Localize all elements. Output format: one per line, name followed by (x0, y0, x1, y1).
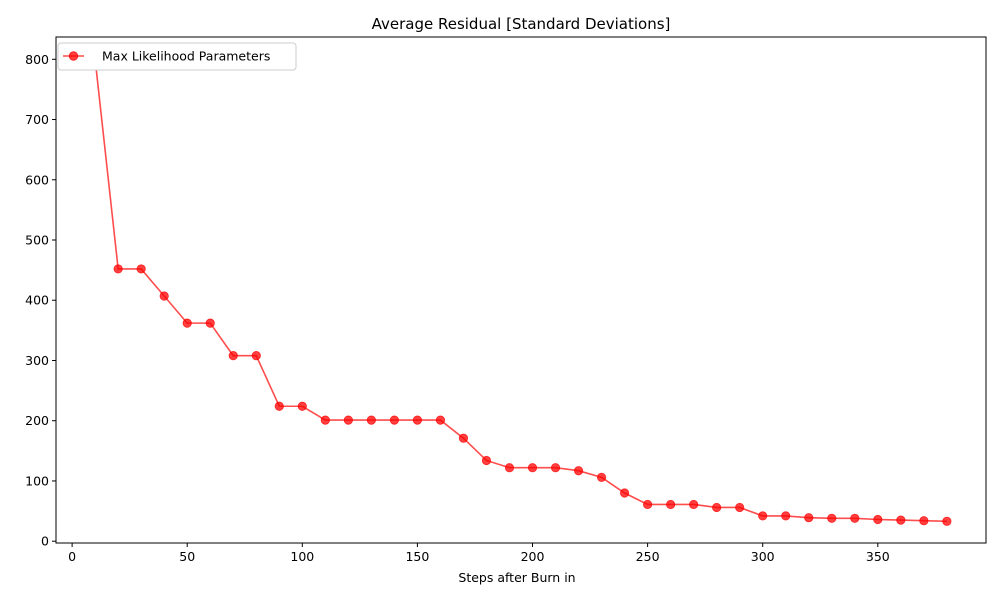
data-point (458, 433, 469, 443)
data-point (251, 351, 261, 361)
data-point (435, 415, 446, 425)
data-point (873, 514, 883, 525)
data-point (366, 415, 376, 425)
data-point (896, 515, 906, 525)
legend-box (57, 42, 297, 71)
data-point (504, 463, 515, 473)
data-point (666, 499, 676, 510)
y-tick-label: 400 (25, 293, 49, 308)
data-point (596, 472, 607, 482)
x-tick-label: 150 (405, 549, 429, 564)
data-point (689, 499, 699, 510)
data-point (343, 415, 353, 425)
y-tick-label: 200 (25, 413, 49, 428)
data-point (573, 466, 584, 476)
plot-frame (55, 36, 987, 544)
data-point (389, 415, 399, 425)
y-tick-label: 100 (25, 473, 49, 488)
y-tick-label: 0 (41, 534, 49, 549)
chart-title: Average Residual [Standard Deviations] (372, 15, 671, 33)
x-tick-label: 200 (521, 549, 545, 564)
data-point (735, 502, 745, 513)
y-tick-label: 500 (25, 233, 49, 248)
data-point (942, 516, 952, 526)
data-point (159, 291, 169, 301)
x-tick-label: 50 (179, 549, 195, 564)
x-axis-label: Steps after Burn in (458, 570, 575, 585)
data-point (182, 318, 192, 328)
data-point (804, 513, 814, 523)
x-tick-label: 250 (636, 549, 660, 564)
y-axis-ticks: 0 100 200 300 400 500 600 700 800 (25, 52, 56, 549)
legend-label: Max Likelihood Parameters (102, 49, 270, 64)
legend-marker-swatch (68, 51, 79, 61)
data-point (619, 488, 630, 498)
data-point (320, 415, 330, 425)
data-point (297, 401, 307, 411)
data-point (758, 511, 768, 521)
y-tick-label: 300 (25, 353, 49, 368)
plot-background (56, 37, 986, 543)
data-point (850, 513, 860, 523)
data-point (412, 415, 423, 425)
data-point (481, 455, 492, 466)
x-tick-label: 100 (290, 549, 314, 564)
data-point (205, 318, 215, 328)
data-point (550, 463, 561, 473)
y-tick-label: 600 (25, 172, 49, 187)
x-axis-ticks: 0 50 100 150 200 250 300 350 (68, 543, 890, 564)
x-tick-label: 350 (866, 549, 890, 564)
data-point (827, 513, 837, 523)
y-tick-label: 800 (25, 52, 49, 67)
data-point (781, 511, 791, 521)
data-point (712, 502, 722, 513)
x-tick-label: 300 (751, 549, 775, 564)
data-point (643, 499, 653, 510)
legend: Max Likelihood Parameters (57, 42, 297, 71)
data-point (228, 351, 238, 361)
data-point (136, 264, 146, 274)
data-point (274, 401, 284, 411)
x-tick-label: 0 (68, 549, 76, 564)
data-point (113, 264, 123, 274)
y-tick-label: 700 (25, 112, 49, 127)
data-point (919, 516, 929, 526)
data-point (527, 463, 538, 473)
